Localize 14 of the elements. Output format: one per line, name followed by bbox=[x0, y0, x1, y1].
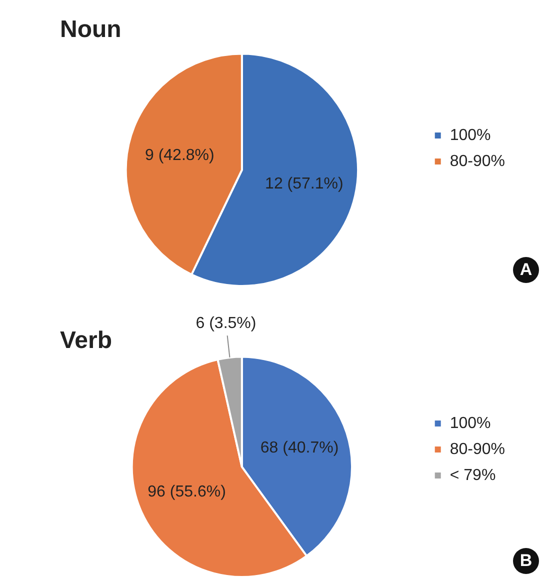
legend-label: 80-90% bbox=[450, 440, 506, 458]
data-label: 12 (57.1%) bbox=[265, 176, 344, 193]
legend-label: 100% bbox=[450, 126, 491, 144]
legend-label: 80-90% bbox=[450, 152, 506, 170]
data-label: 6 (3.5%) bbox=[196, 315, 256, 332]
text: Verb bbox=[60, 327, 112, 354]
text: B bbox=[513, 548, 539, 574]
chart-title: Noun bbox=[60, 16, 122, 44]
data-label: 96 (55.6%) bbox=[148, 483, 226, 500]
data-label: 9 (42.8%) bbox=[144, 147, 214, 164]
text: A bbox=[513, 257, 539, 283]
data-label: 68 (40.7%) bbox=[260, 440, 339, 457]
legend-label: 100% bbox=[450, 414, 491, 432]
legend-label: < 79% bbox=[450, 466, 496, 484]
